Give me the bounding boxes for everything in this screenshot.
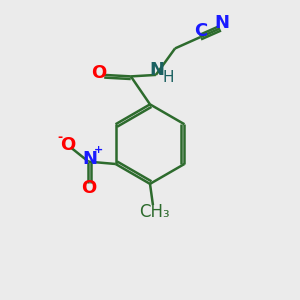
- Text: -: -: [57, 131, 62, 144]
- Text: C: C: [194, 22, 207, 40]
- Text: H: H: [163, 70, 174, 85]
- Text: N: N: [83, 150, 98, 168]
- Text: O: O: [92, 64, 107, 82]
- Text: CH₃: CH₃: [139, 203, 170, 221]
- Text: N: N: [214, 14, 229, 32]
- Text: O: O: [82, 179, 97, 197]
- Text: N: N: [149, 61, 164, 79]
- Text: O: O: [60, 136, 76, 154]
- Text: +: +: [94, 146, 104, 155]
